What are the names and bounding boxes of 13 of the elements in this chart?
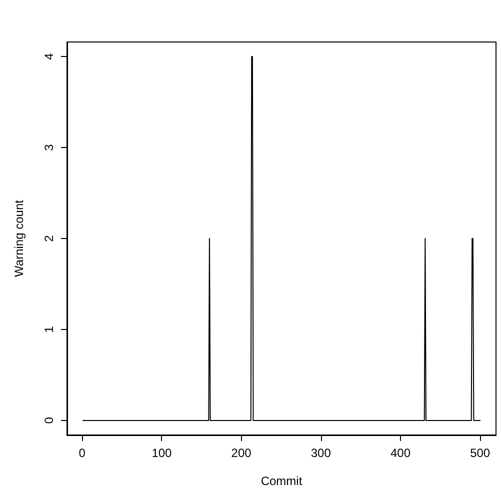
y-tick-label: 1 — [42, 326, 56, 333]
y-tick-label: 3 — [42, 144, 56, 151]
x-axis-title: Commit — [260, 474, 303, 488]
x-tick-label: 0 — [78, 446, 86, 460]
y-axis-title: Warning count — [12, 199, 26, 277]
x-tick-label: 500 — [470, 446, 490, 460]
x-tick-label: 100 — [152, 446, 172, 460]
x-tick-label: 400 — [390, 446, 411, 460]
x-tick-label: 200 — [231, 446, 252, 460]
x-tick-label: 300 — [310, 446, 332, 460]
y-tick-label: 0 — [42, 416, 56, 424]
y-tick-label: 2 — [42, 234, 56, 242]
y-tick-label: 4 — [42, 52, 56, 60]
